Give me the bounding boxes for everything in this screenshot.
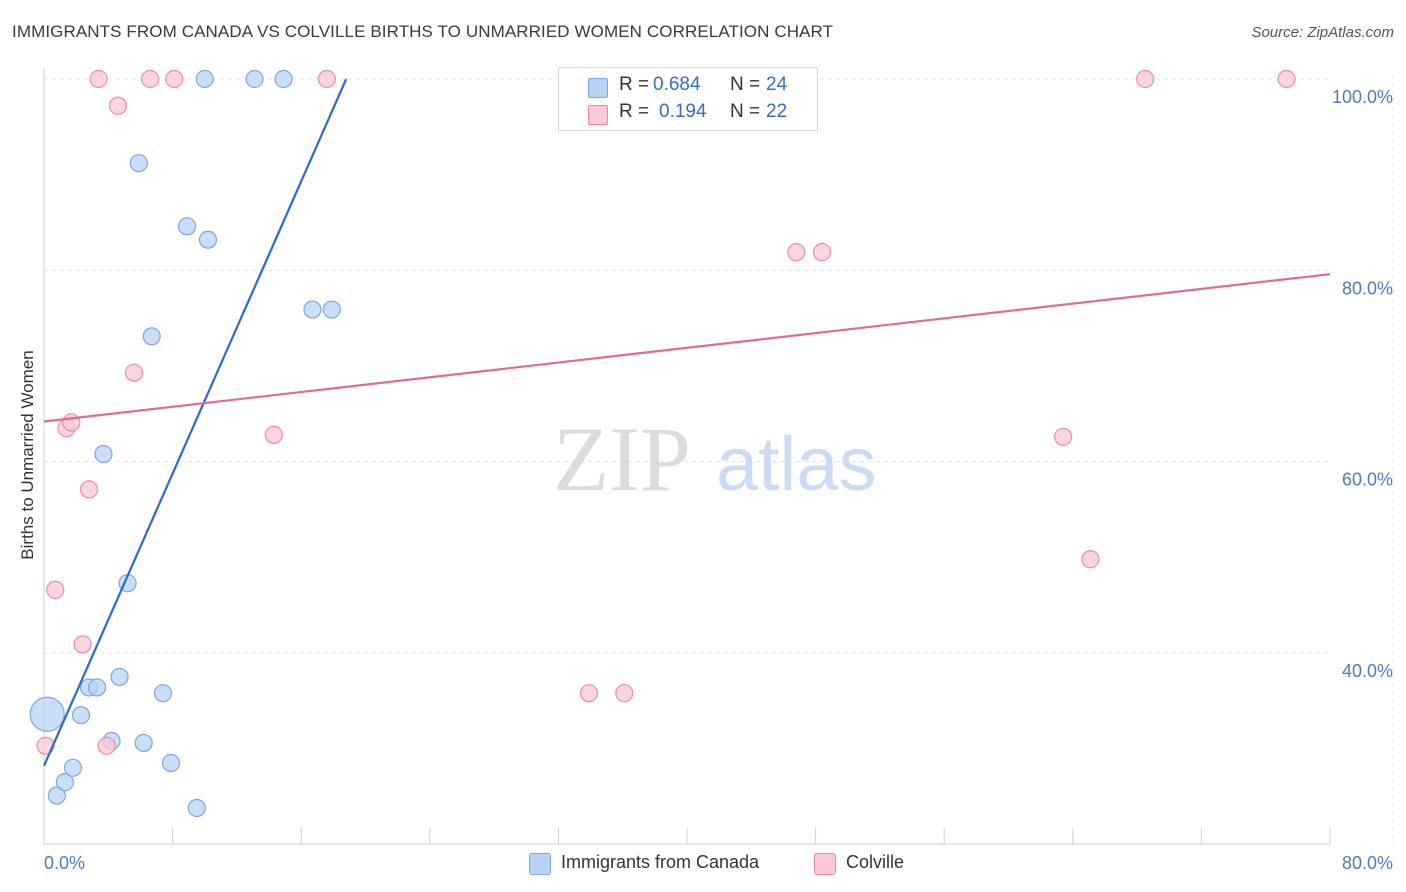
point-canada <box>153 684 173 703</box>
point-canada <box>161 753 181 773</box>
x-tick-label-min: 0.0% <box>44 853 85 873</box>
point-canada <box>322 300 341 319</box>
y-tick-label: 80.0% <box>1342 278 1393 298</box>
point-colville <box>97 736 116 755</box>
y-tick-label: 100.0% <box>1332 87 1393 107</box>
swatch-colville <box>588 105 608 125</box>
point-canada <box>129 154 148 173</box>
point-colville <box>124 363 144 382</box>
point-colville <box>1277 69 1296 89</box>
point-canada <box>245 69 264 89</box>
source-label: Source: ZipAtlas.com <box>1251 24 1394 41</box>
r-label: R = <box>619 74 650 95</box>
point-canada <box>274 69 293 89</box>
n-value: 24 <box>766 74 788 95</box>
point-colville <box>36 736 55 755</box>
watermark-atlas: atlas <box>716 422 877 507</box>
legend-swatch-colville <box>814 853 836 875</box>
legend-swatch-canada <box>529 853 551 875</box>
tick-labels: 40.0% 60.0% 80.0% 100.0% 0.0% 80.0% <box>44 87 1393 873</box>
point-colville <box>317 69 337 89</box>
trend-line-colville <box>43 273 1331 423</box>
point-colville <box>1081 550 1100 569</box>
n-label: N = <box>730 74 761 95</box>
trend-line-canada <box>42 78 348 767</box>
point-canada <box>187 798 206 818</box>
x-tick-label-max: 80.0% <box>1342 853 1393 873</box>
point-canada <box>142 327 161 346</box>
r-value: 0.194 <box>659 101 707 122</box>
point-colville <box>1054 427 1073 446</box>
point-canada <box>63 758 83 777</box>
point-canada <box>55 773 74 792</box>
point-canada <box>87 678 107 697</box>
point-canada <box>29 696 65 732</box>
point-canada <box>134 733 153 753</box>
point-canada <box>94 444 113 464</box>
point-colville <box>62 413 81 432</box>
point-colville <box>615 684 634 703</box>
legend-label-colville: Colville <box>846 852 905 872</box>
legend-label-canada: Immigrants from Canada <box>561 852 760 872</box>
point-canada <box>177 217 197 236</box>
chart-title: IMMIGRANTS FROM CANADA VS COLVILLE BIRTH… <box>12 22 834 41</box>
point-colville <box>165 69 184 89</box>
point-canada <box>71 706 91 725</box>
swatch-canada <box>588 78 608 98</box>
point-canada <box>303 300 322 319</box>
watermark-zip: ZIP <box>553 408 691 510</box>
watermark: ZIP atlas <box>553 408 877 510</box>
y-tick-label: 60.0% <box>1342 470 1393 490</box>
data-points <box>29 69 1296 818</box>
point-colville <box>79 480 99 499</box>
y-tick-label: 40.0% <box>1342 661 1393 681</box>
trend-lines <box>42 78 1331 767</box>
point-colville <box>108 96 128 115</box>
point-canada <box>195 69 214 89</box>
point-colville <box>264 425 283 444</box>
point-colville <box>46 580 65 599</box>
point-colville <box>787 243 806 262</box>
n-label: N = <box>730 101 761 122</box>
n-value: 22 <box>766 101 788 122</box>
point-colville <box>579 684 599 703</box>
point-colville <box>1136 69 1155 89</box>
point-colville <box>812 243 832 262</box>
point-colville <box>140 69 160 89</box>
point-canada <box>47 786 66 805</box>
point-colville <box>89 69 108 89</box>
r-value: 0.684 <box>653 74 701 95</box>
r-label: R = <box>619 101 650 122</box>
stats-box: R = 0.684 N = 24 R = 0.194 N = 22 <box>558 67 818 131</box>
point-canada <box>198 230 218 249</box>
point-canada <box>110 667 129 687</box>
point-colville <box>73 635 92 654</box>
